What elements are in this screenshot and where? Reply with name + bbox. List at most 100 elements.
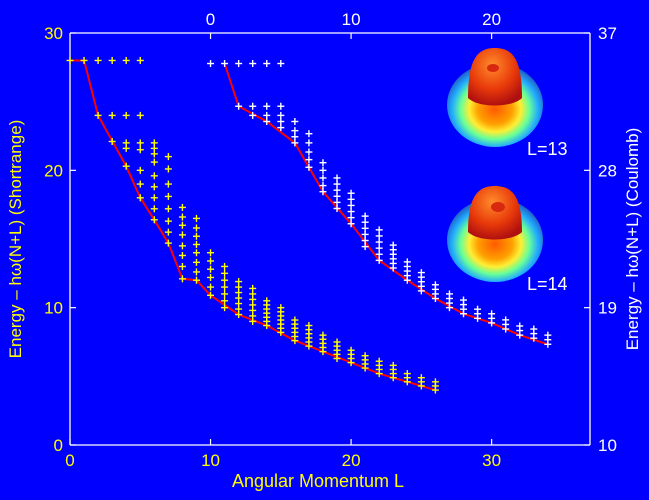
coulomb-point	[375, 238, 383, 246]
shortrange-point	[207, 249, 215, 257]
right-tick-label: 37	[598, 24, 617, 43]
shortrange-point	[235, 278, 243, 286]
left-tick-label: 20	[44, 161, 63, 180]
bottom-tick-label: 30	[482, 451, 501, 470]
shortrange-point	[192, 268, 200, 276]
shortrange-point	[178, 242, 186, 250]
shortrange-point	[164, 205, 172, 213]
shortrange-point	[164, 180, 172, 188]
coulomb-point	[319, 188, 327, 196]
shortrange-point	[122, 162, 130, 170]
coulomb-point	[277, 60, 285, 68]
coulomb-point	[263, 60, 271, 68]
coulomb-point	[375, 226, 383, 234]
shortrange-point	[164, 153, 172, 161]
coulomb-point	[389, 241, 397, 249]
shortrange-point	[192, 214, 200, 222]
coulomb-point	[361, 230, 369, 238]
coulomb-point	[249, 60, 257, 68]
shortrange-point	[192, 232, 200, 240]
shortrange-point	[361, 352, 369, 360]
right-tick-label: 10	[598, 436, 617, 455]
coulomb-point	[375, 256, 383, 264]
shortrange-point	[249, 284, 257, 292]
shortrange-point	[192, 249, 200, 257]
coulomb-point	[235, 102, 243, 110]
shortrange-point	[417, 374, 425, 382]
shortrange-point	[333, 338, 341, 346]
coulomb-point	[305, 139, 313, 147]
coulomb-point	[474, 305, 482, 313]
shortrange-point	[192, 276, 200, 284]
left-tick-label: 0	[54, 436, 63, 455]
inset-peak	[468, 186, 522, 240]
density-inset-l14: L=14	[447, 186, 568, 294]
inset-dimple	[491, 202, 505, 212]
shortrange-point	[136, 146, 144, 154]
shortrange-point	[207, 273, 215, 281]
coulomb-point	[319, 166, 327, 174]
coulomb-point	[277, 102, 285, 110]
coulomb-point	[361, 224, 369, 232]
shortrange-point	[221, 304, 229, 312]
coulomb-point	[403, 258, 411, 266]
coulomb-point	[333, 186, 341, 194]
inset-peak	[468, 48, 522, 106]
shortrange-point	[80, 56, 88, 64]
shortrange-point	[221, 290, 229, 298]
shortrange-point	[136, 180, 144, 188]
shortrange-point	[94, 111, 102, 119]
coulomb-point	[305, 163, 313, 171]
coulomb-point	[347, 214, 355, 222]
shortrange-point	[150, 216, 158, 224]
shortrange-point	[221, 276, 229, 284]
shortrange-point	[221, 297, 229, 305]
coulomb-point	[305, 156, 313, 164]
x-axis-label: Angular Momentum L	[232, 471, 404, 491]
shortrange-point	[150, 183, 158, 191]
shortrange-point	[431, 378, 439, 386]
shortrange-point	[192, 240, 200, 248]
coulomb-point	[375, 244, 383, 252]
coulomb-point	[502, 316, 510, 324]
shortrange-point	[192, 224, 200, 232]
shortrange-point	[164, 165, 172, 173]
shortrange-point	[207, 283, 215, 291]
tick-marks	[69, 32, 590, 446]
left-tick-label: 30	[44, 24, 63, 43]
coulomb-point	[319, 182, 327, 190]
coulomb-point	[277, 124, 285, 132]
coulomb-point	[347, 208, 355, 216]
coulomb-point	[347, 220, 355, 228]
shortrange-point	[277, 304, 285, 312]
coulomb-point	[277, 111, 285, 119]
shortrange-point	[389, 361, 397, 369]
y-axis-label-left: Energy – hω(N+L) (Shortrange)	[6, 120, 25, 359]
shortrange-point	[178, 213, 186, 221]
coulomb-point	[319, 174, 327, 182]
shortrange-point	[66, 56, 74, 64]
coulomb-point	[347, 201, 355, 209]
top-tick-label: 0	[206, 10, 215, 29]
shortrange-point	[122, 111, 130, 119]
coulomb-point	[417, 269, 425, 277]
coulomb-point	[319, 159, 327, 167]
shortrange-point	[136, 56, 144, 64]
coulomb-point	[544, 331, 552, 339]
coulomb-point	[263, 111, 271, 119]
shortrange-point	[178, 221, 186, 229]
top-tick-label: 20	[482, 10, 501, 29]
shortrange-point	[305, 322, 313, 330]
bottom-tick-label: 0	[65, 451, 74, 470]
coulomb-point	[375, 232, 383, 240]
right-tick-label: 28	[598, 161, 617, 180]
coulomb-point	[277, 118, 285, 126]
shortrange-point	[136, 194, 144, 202]
shortrange-point	[136, 166, 144, 174]
top-tick-label: 10	[342, 10, 361, 29]
coulomb-point	[333, 204, 341, 212]
shortrange-point	[263, 297, 271, 305]
data-points	[66, 56, 552, 394]
shortrange-point	[108, 56, 116, 64]
